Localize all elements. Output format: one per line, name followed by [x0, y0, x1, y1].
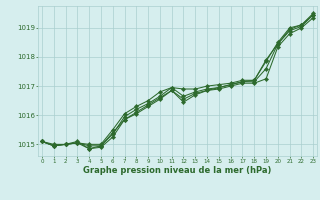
X-axis label: Graphe pression niveau de la mer (hPa): Graphe pression niveau de la mer (hPa): [84, 166, 272, 175]
